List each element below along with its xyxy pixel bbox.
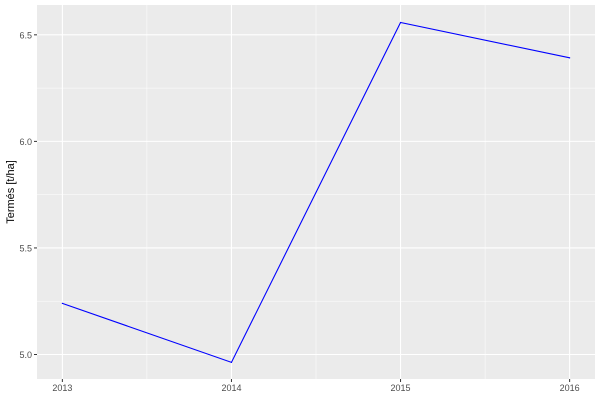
x-axis: 2013 2014 2015 2016 bbox=[52, 379, 580, 393]
major-gridlines bbox=[37, 5, 595, 379]
data-point bbox=[569, 57, 571, 59]
y-tick-label: 6.0 bbox=[19, 137, 32, 147]
data-point bbox=[61, 302, 63, 304]
y-axis: 5.0 5.5 6.0 6.5 bbox=[19, 30, 37, 360]
x-tick-label: 2016 bbox=[560, 383, 580, 393]
series-layer bbox=[61, 21, 571, 364]
data-point bbox=[399, 21, 402, 24]
series-line bbox=[62, 21, 570, 364]
x-tick-label: 2014 bbox=[221, 383, 241, 393]
y-tick-label: 6.5 bbox=[19, 30, 32, 40]
minor-gridlines bbox=[37, 5, 595, 379]
y-tick-label: 5.0 bbox=[19, 350, 32, 360]
y-tick-label: 5.5 bbox=[19, 243, 32, 253]
x-tick-label: 2013 bbox=[52, 383, 72, 393]
y-axis-label: Termés [t/ha] bbox=[5, 160, 17, 224]
x-tick-label: 2015 bbox=[391, 383, 411, 393]
data-point bbox=[230, 361, 233, 363]
